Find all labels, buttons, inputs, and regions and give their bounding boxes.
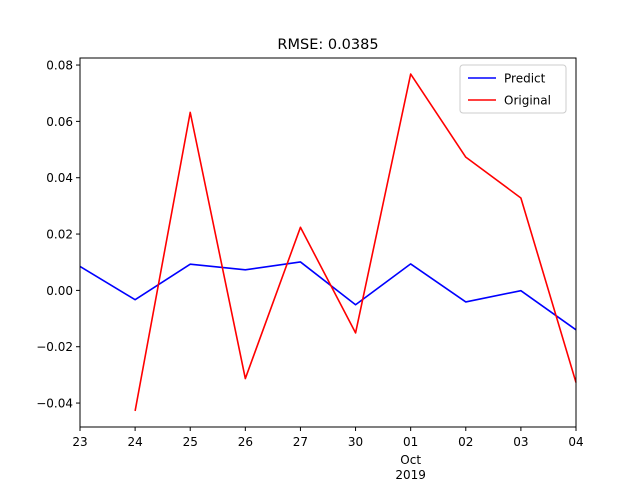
legend: Predict Original [459, 64, 567, 114]
x-tick-label: 01 [403, 435, 418, 449]
x-year-label: 2019 [395, 468, 426, 480]
plot-frame [79, 57, 577, 428]
y-tick-label: 0.02 [46, 228, 73, 242]
x-tick-label: 02 [458, 435, 473, 449]
y-tick-label: 0.00 [46, 284, 73, 298]
series-line-0 [79, 261, 577, 331]
y-tick-label: 0.04 [46, 171, 73, 185]
plot-lines [79, 73, 577, 412]
x-tick-label: 25 [183, 435, 198, 449]
legend-label-1: Original [504, 94, 551, 108]
y-tick-label: 0.08 [46, 59, 73, 73]
y-axis: −0.04 −0.02 0.00 0.02 0.04 0.06 0.08 [36, 59, 80, 411]
y-tick-label: −0.02 [36, 340, 73, 354]
x-month-label: Oct [400, 453, 421, 467]
x-tick-label: 03 [513, 435, 528, 449]
y-tick-label: 0.06 [46, 115, 73, 129]
chart-title: RMSE: 0.0385 [277, 37, 378, 53]
x-tick-label: 30 [348, 435, 363, 449]
x-tick-label: 04 [568, 435, 583, 449]
x-tick-label: 24 [127, 435, 142, 449]
x-tick-label: 23 [72, 435, 87, 449]
legend-label-0: Predict [504, 72, 546, 86]
series-line-1 [134, 73, 577, 412]
y-tick-label: −0.04 [36, 397, 73, 411]
x-tick-label: 27 [293, 435, 308, 449]
x-tick-label: 26 [238, 435, 253, 449]
legend-box [459, 64, 567, 114]
